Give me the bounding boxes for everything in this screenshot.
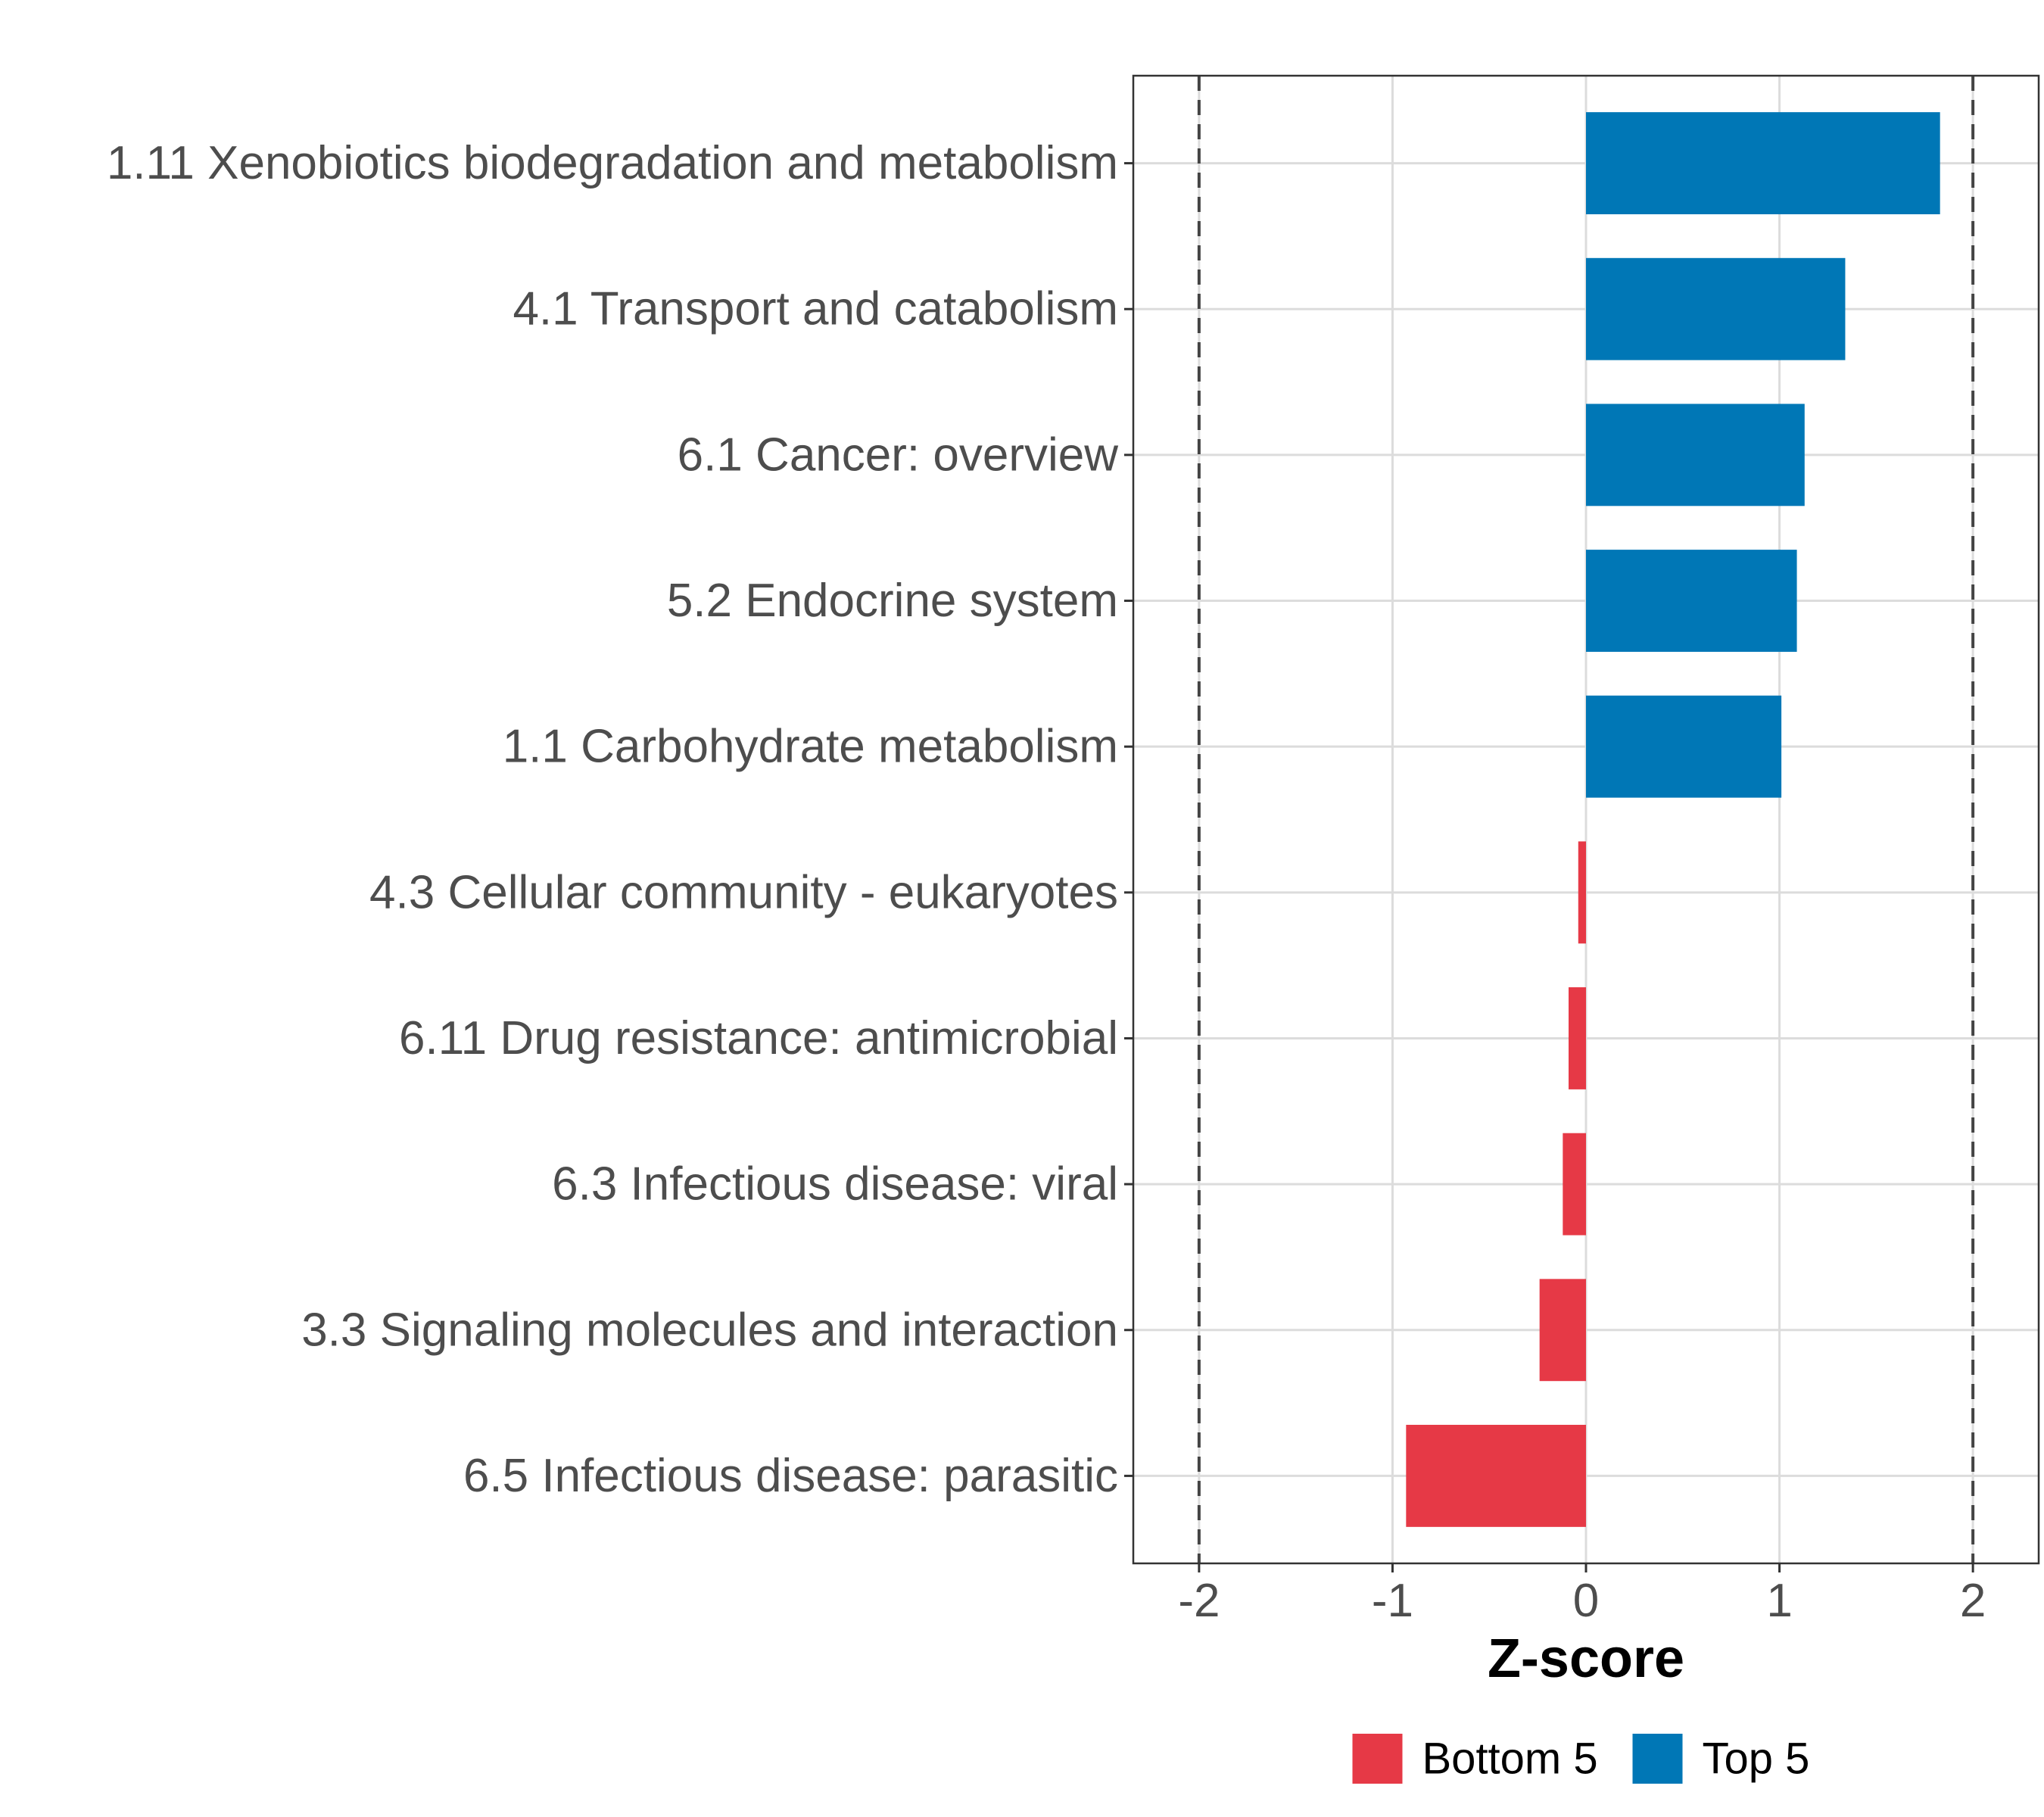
x-tick-label: 0: [1573, 1575, 1599, 1627]
x-tick-label: -2: [1178, 1575, 1220, 1627]
reference-lines: [1197, 76, 1975, 1563]
category-label: 1.1 Carbohydrate metabolism: [503, 721, 1118, 773]
category-label: 5.2 Endocrine system: [667, 575, 1118, 627]
bars: [1406, 112, 1940, 1527]
legend-swatch-bottom-5: [1352, 1734, 1403, 1784]
category-label: 4.3 Cellular community - eukaryotes: [369, 866, 1118, 918]
x-axis-ticks: -2 -1 0 1 2: [1178, 1563, 1986, 1627]
bar-5-2-endocrine-system: [1586, 550, 1797, 652]
category-label: 1.11 Xenobiotics biodegradation and meta…: [107, 137, 1118, 189]
category-label: 6.5 Infectious disease: parasitic: [463, 1450, 1118, 1502]
bar-4-1-transport-and-catabolism: [1586, 257, 1846, 360]
bar-6-3-infectious-disease-viral: [1563, 1133, 1586, 1236]
category-labels: 1.11 Xenobiotics biodegradation and meta…: [107, 137, 1133, 1502]
bar-6-5-infectious-disease-parasitic: [1406, 1424, 1586, 1527]
x-tick-label: 1: [1766, 1575, 1792, 1627]
legend: Bottom 5 Top 5: [1352, 1734, 1810, 1784]
category-label: 3.3 Signaling molecules and interaction: [301, 1304, 1118, 1356]
legend-label-top-5: Top 5: [1703, 1734, 1810, 1784]
category-label: 6.3 Infectious disease: viral: [552, 1158, 1118, 1211]
bar-6-11-drug-resistance-antimicrobial: [1569, 987, 1586, 1089]
legend-label-bottom-5: Bottom 5: [1422, 1734, 1598, 1784]
category-label: 4.1 Transport and catabolism: [513, 283, 1118, 335]
x-axis-title: Z-score: [1488, 1628, 1684, 1689]
x-tick-label: 2: [1960, 1575, 1986, 1627]
bar-3-3-signaling-molecules-and-interaction: [1539, 1279, 1586, 1382]
legend-swatch-top-5: [1632, 1734, 1683, 1784]
bar-6-1-cancer-overview: [1586, 404, 1805, 506]
category-label: 6.1 Cancer: overview: [678, 429, 1119, 481]
bar-1-1-carbohydrate-metabolism: [1586, 695, 1782, 798]
category-label: 6.11 Drug resistance: antimicrobial: [399, 1012, 1118, 1064]
x-tick-label: -1: [1372, 1575, 1413, 1627]
bar-1-11-xenobiotics-biodegradation-and-metabolism: [1586, 112, 1940, 215]
bar-4-3-cellular-community-eukaryotes: [1578, 841, 1586, 944]
